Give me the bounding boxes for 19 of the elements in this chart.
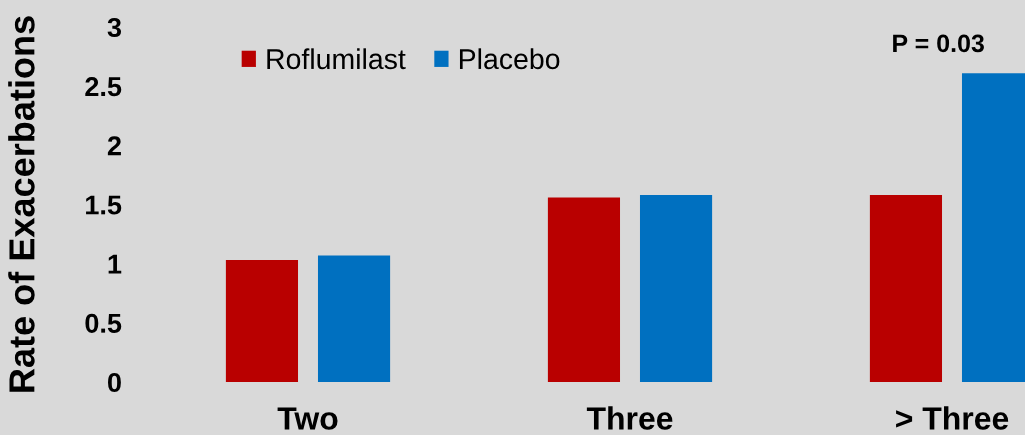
- y-axis-title: Rate of Exacerbations: [8, 16, 35, 392]
- y-tick-label: 0: [108, 372, 121, 393]
- bar: [225, 260, 299, 382]
- x-tick-label: > Three: [896, 406, 1009, 430]
- y-tick-label: 0.5: [85, 313, 122, 333]
- bar: [639, 195, 713, 382]
- bar: [547, 197, 621, 382]
- y-tick-label: 2: [107, 136, 121, 156]
- x-tick-label: Three: [586, 406, 673, 430]
- y-tick-label: 1.5: [86, 195, 122, 215]
- y-tick-label: 2.5: [85, 77, 122, 97]
- y-tick-label: 3: [107, 17, 122, 38]
- x-tick-label: Two: [277, 407, 338, 430]
- legend-label: Placebo: [459, 48, 560, 70]
- bar: [317, 255, 391, 382]
- annotation: P = 0.03: [893, 34, 984, 53]
- legend-label: Roflumilast: [267, 48, 406, 70]
- y-tick-label: 1: [108, 254, 122, 274]
- bar: [869, 195, 943, 382]
